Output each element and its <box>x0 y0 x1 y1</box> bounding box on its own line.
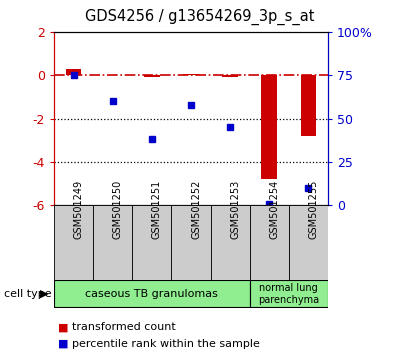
Bar <box>66 69 82 75</box>
Text: GDS4256 / g13654269_3p_s_at: GDS4256 / g13654269_3p_s_at <box>85 9 315 25</box>
Text: ■: ■ <box>58 339 68 349</box>
Bar <box>183 74 199 75</box>
Bar <box>54 205 93 280</box>
Text: ▶: ▶ <box>40 289 48 299</box>
Bar <box>250 280 328 307</box>
Bar <box>54 280 250 307</box>
Text: caseous TB granulomas: caseous TB granulomas <box>86 289 218 299</box>
Text: percentile rank within the sample: percentile rank within the sample <box>72 339 260 349</box>
Bar <box>262 75 277 179</box>
Bar <box>250 205 289 280</box>
Bar <box>301 75 316 136</box>
Text: cell type: cell type <box>4 289 52 299</box>
Bar <box>289 205 328 280</box>
Text: normal lung
parenchyma: normal lung parenchyma <box>258 283 320 305</box>
Bar <box>172 205 210 280</box>
Bar <box>93 205 132 280</box>
Text: GSM501252: GSM501252 <box>191 179 201 239</box>
Bar <box>210 205 250 280</box>
Text: GSM501253: GSM501253 <box>230 179 240 239</box>
Bar <box>222 75 238 78</box>
Text: GSM501251: GSM501251 <box>152 179 162 239</box>
Text: ■: ■ <box>58 322 68 332</box>
Text: GSM501254: GSM501254 <box>269 179 279 239</box>
Text: GSM501255: GSM501255 <box>308 179 318 239</box>
Bar <box>144 75 160 78</box>
Text: transformed count: transformed count <box>72 322 176 332</box>
Bar <box>132 205 172 280</box>
Text: GSM501250: GSM501250 <box>113 179 123 239</box>
Text: GSM501249: GSM501249 <box>74 179 84 239</box>
